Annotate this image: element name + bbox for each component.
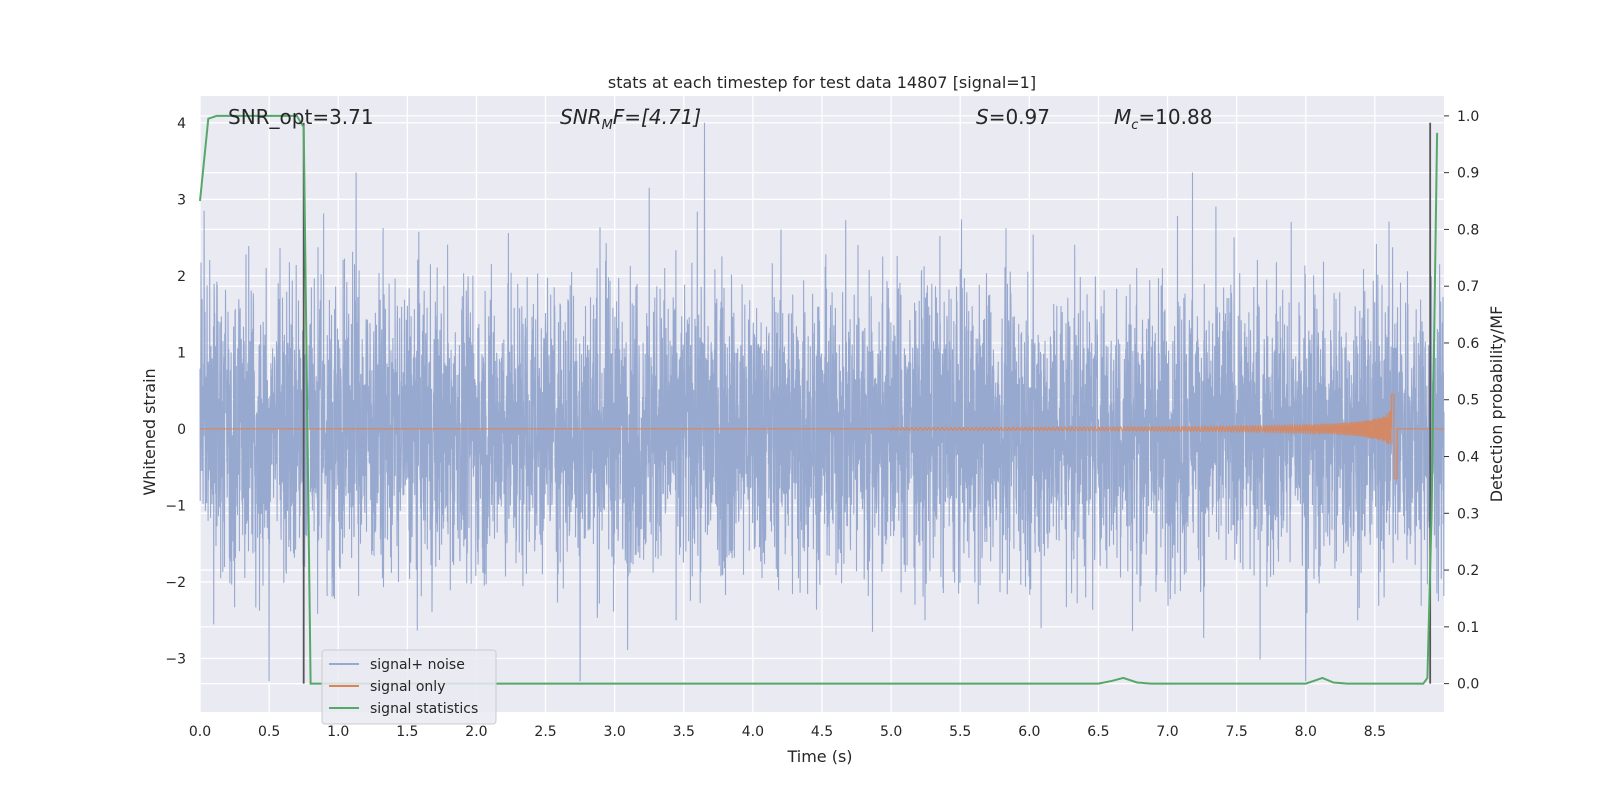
x-tick-label: 0.0 <box>189 724 211 740</box>
y-tick-label: 3 <box>177 192 186 208</box>
x-tick-label: 1.0 <box>327 724 349 740</box>
x-tick-label: 7.5 <box>1226 724 1248 740</box>
annotation-snr-mf: SNRMF=[4.71] <box>560 105 701 133</box>
annotation-s: S=0.97 <box>976 105 1050 129</box>
y2-tick-label: 0.9 <box>1457 166 1479 182</box>
series-line-stats <box>199 114 1439 685</box>
noise-series-layer <box>199 122 1445 682</box>
x-tick-label: 8.5 <box>1364 724 1386 740</box>
y-tick-label: −1 <box>165 498 186 514</box>
x-tick-label: 4.5 <box>811 724 833 740</box>
signal-series-layer <box>200 393 1444 480</box>
y-tick-label: 1 <box>177 345 186 361</box>
x-tick-label: 2.5 <box>534 724 556 740</box>
y-tick-label: −3 <box>165 651 186 667</box>
x-tick-label: 7.0 <box>1156 724 1178 740</box>
stats-series-layer <box>199 114 1439 685</box>
x-axis-label: Time (s) <box>786 747 852 766</box>
legend-box <box>321 649 497 725</box>
x-tick-label: 6.5 <box>1087 724 1109 740</box>
x-tick-label: 2.0 <box>465 724 487 740</box>
annotation-snr-opt: SNR_opt=3.71 <box>228 105 374 129</box>
x-tick-label: 4.0 <box>742 724 764 740</box>
y2-tick-label: 0.7 <box>1457 279 1479 295</box>
y-tick-label: 4 <box>177 116 186 132</box>
y-tick-label: 0 <box>177 422 186 438</box>
y2-tick-label: 0.1 <box>1457 620 1479 636</box>
chart-title: stats at each timestep for test data 148… <box>608 73 1036 92</box>
y2-tick-label: 0.8 <box>1457 222 1479 238</box>
y-tick-label: 2 <box>177 269 186 285</box>
tick-label-layer: 0.0 0.5 1.0 1.5 2.0 2.5 3.0 3.5 4.0 4.5 5.0 5.5 6.0 6… <box>165 109 1479 740</box>
series-line-noise <box>199 122 1445 682</box>
y2-tick-label: 0.2 <box>1457 563 1479 579</box>
legend-label-noise: signal+ noise <box>370 657 465 673</box>
y-tick-label: −2 <box>165 575 186 591</box>
legend-label-signal: signal only <box>370 679 445 695</box>
y2-axis-label: Detection probability/MF <box>1487 306 1506 503</box>
x-tick-label: 6.0 <box>1018 724 1040 740</box>
x-tick-label: 0.5 <box>258 724 280 740</box>
x-tick-label: 5.5 <box>949 724 971 740</box>
y2-tick-label: 0.5 <box>1457 393 1479 409</box>
x-tick-label: 3.5 <box>673 724 695 740</box>
series-line-signal <box>200 393 1444 480</box>
x-tick-label: 8.0 <box>1295 724 1317 740</box>
y2-tick-label: 0.3 <box>1457 506 1479 522</box>
x-tick-label: 3.0 <box>604 724 626 740</box>
x-tick-label: 1.5 <box>396 724 418 740</box>
y2-tick-label: 0.4 <box>1457 450 1479 466</box>
legend: signal+ noise signal only signal statist… <box>321 649 497 725</box>
y-axis-label: Whitened strain <box>140 368 159 495</box>
legend-label-stats: signal statistics <box>370 701 478 717</box>
y2-tick-label: 1.0 <box>1457 109 1479 125</box>
annotation-mc: Mc=10.88 <box>1114 105 1212 133</box>
x-tick-label: 5.0 <box>880 724 902 740</box>
y2-tick-label: 0.0 <box>1457 677 1479 693</box>
y2-tick-label: 0.6 <box>1457 336 1479 352</box>
